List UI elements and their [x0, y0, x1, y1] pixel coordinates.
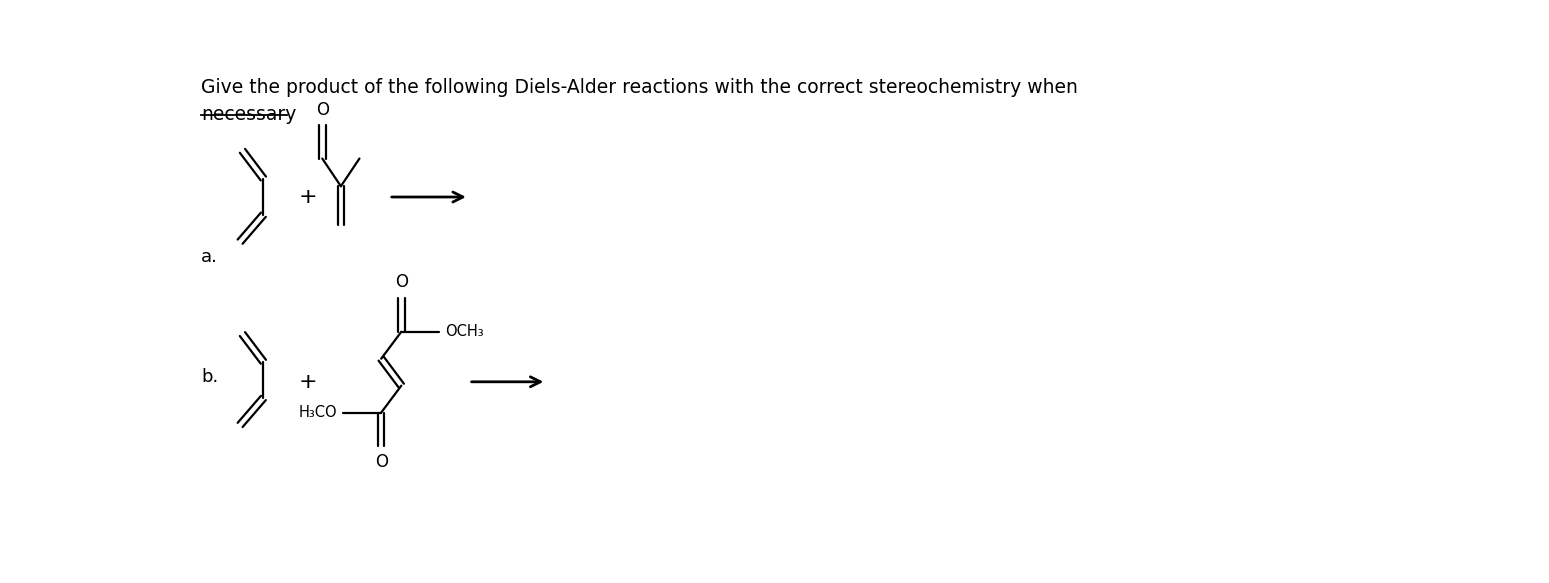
Text: +: + [299, 187, 318, 207]
Text: b.: b. [201, 368, 218, 386]
Text: OCH₃: OCH₃ [446, 324, 485, 339]
Text: +: + [299, 372, 318, 392]
Text: O: O [395, 273, 407, 291]
Text: H₃CO: H₃CO [299, 405, 338, 420]
Text: a.: a. [201, 248, 218, 266]
Text: necessary: necessary [201, 104, 297, 124]
Text: O: O [316, 101, 328, 120]
Text: O: O [375, 454, 387, 472]
Text: Give the product of the following Diels-Alder reactions with the correct stereoc: Give the product of the following Diels-… [201, 79, 1078, 97]
